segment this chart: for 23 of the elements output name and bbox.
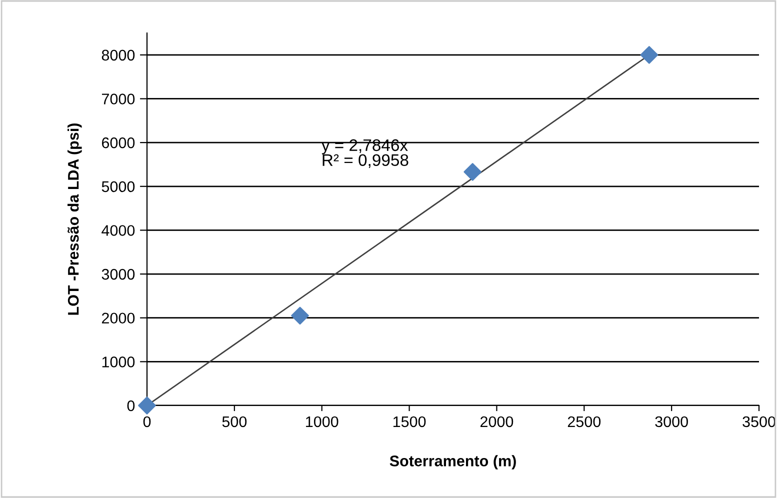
x-tick-label: 3000	[655, 416, 688, 428]
point	[291, 306, 309, 325]
x-tick-label: 0	[143, 416, 151, 428]
x-tick-label: 2000	[480, 416, 514, 428]
x-tick-label: 500	[222, 416, 247, 428]
y-axis-title: LOT -Pressão da LDA (psi)	[68, 124, 82, 315]
point	[640, 46, 658, 64]
y-tick-label: 0	[127, 400, 135, 412]
x-tick-label: 2500	[568, 416, 601, 428]
point	[464, 163, 482, 181]
y-tick-label: 8000	[102, 50, 135, 61]
y-tick-label: 4000	[102, 225, 135, 236]
point	[138, 396, 156, 414]
y-tick-label: 1000	[102, 356, 135, 368]
x-axis-title: Soterramento (m)	[390, 455, 516, 470]
y-tick-label: 2000	[102, 312, 135, 324]
y-tick-label: 5000	[102, 181, 135, 192]
y-tick-label: 6000	[102, 137, 135, 148]
x-tick-label: 1000	[306, 416, 338, 428]
y-tick-label: 3000	[102, 268, 135, 280]
x-tick-label: 1500	[393, 416, 426, 428]
y-tick-label: 7000	[102, 94, 135, 104]
x-tick-label: 3500	[742, 416, 776, 428]
